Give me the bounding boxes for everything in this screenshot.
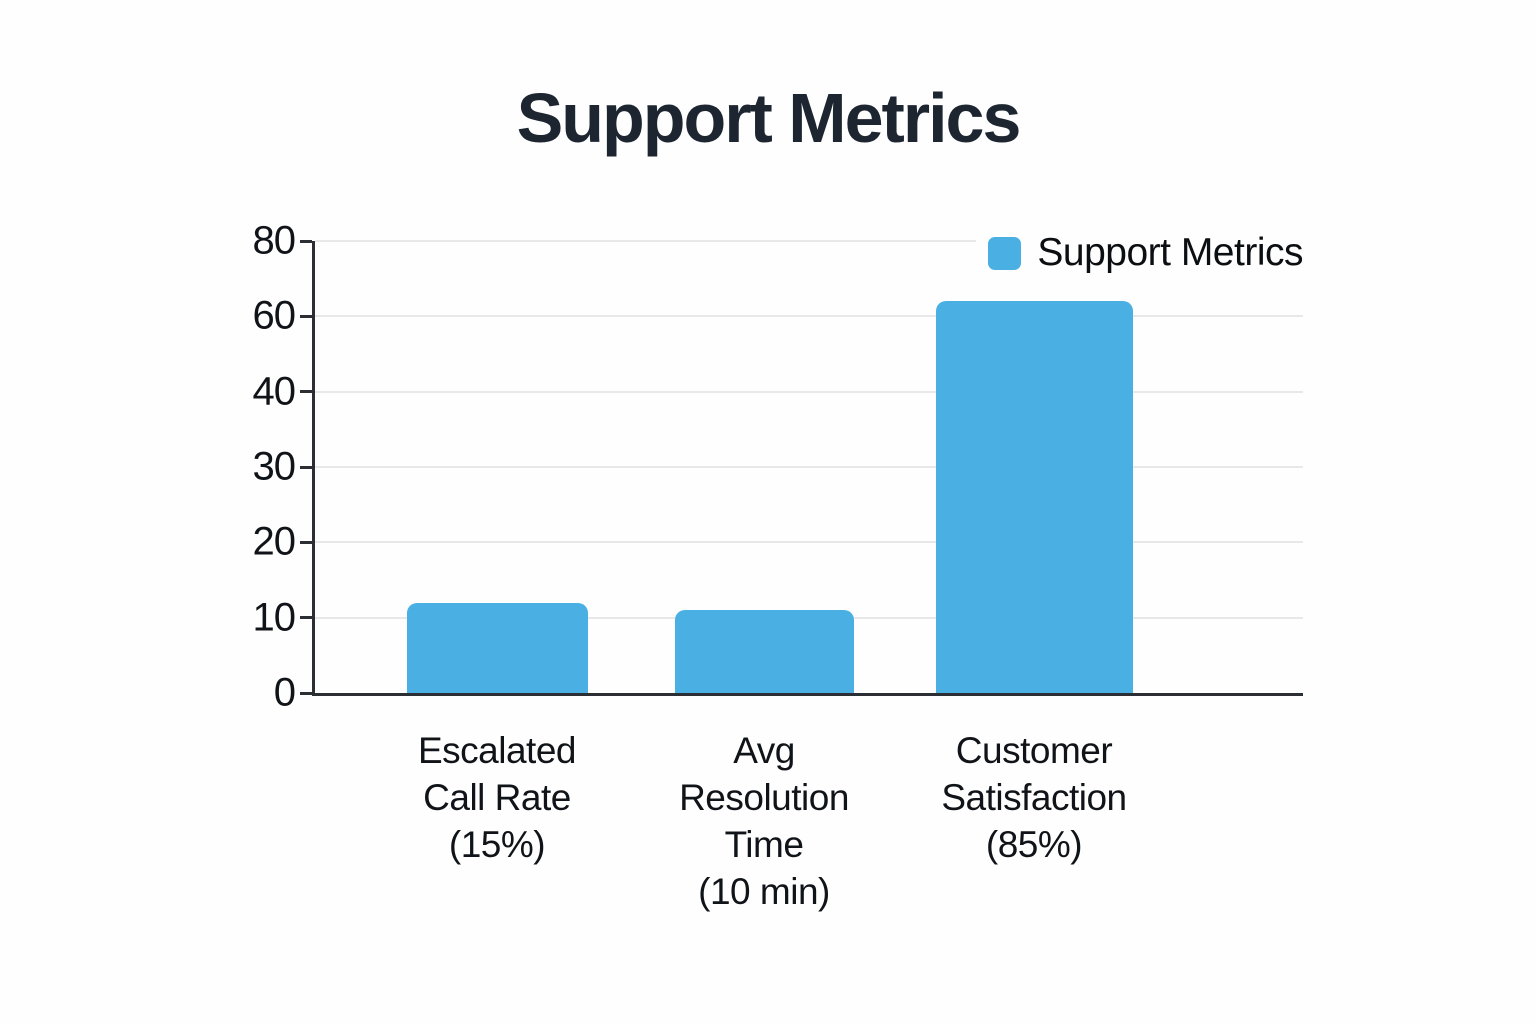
gridline <box>315 390 1303 393</box>
x-category-label-line: (10 min) <box>698 871 830 912</box>
y-tick-label: 30 <box>252 444 296 489</box>
y-tick-label: 80 <box>252 218 296 263</box>
y-tick-mark <box>300 239 312 243</box>
bar-1 <box>406 602 588 693</box>
gridline <box>315 315 1303 318</box>
y-tick-mark <box>300 616 312 620</box>
gridline <box>315 541 1303 544</box>
y-tick-mark <box>300 465 312 469</box>
y-tick-label: 20 <box>252 519 296 564</box>
x-category-label-line: Customer <box>955 730 1113 771</box>
legend: Support Metrics <box>976 229 1307 281</box>
y-tick-mark <box>300 390 312 394</box>
x-category-label-line: Escalated <box>418 730 577 771</box>
x-category-label: Avg Resolution Time (10 min) <box>679 727 849 915</box>
y-tick-label: 40 <box>252 369 296 414</box>
x-category-label-line: Time <box>724 824 804 865</box>
x-category-label: Escalated Call Rate (15%) <box>418 727 577 868</box>
y-tick-mark <box>300 691 312 695</box>
bar-2 <box>674 610 854 693</box>
gridline <box>315 466 1303 468</box>
legend-label: Support Metrics <box>1037 231 1303 274</box>
y-tick-label: 0 <box>273 670 296 715</box>
x-category-label-line: Call Rate <box>423 777 571 818</box>
chart-title: Support Metrics <box>516 79 1022 157</box>
x-category-label-line: Avg <box>733 730 795 771</box>
x-category-label-line: Satisfaction <box>941 777 1127 818</box>
y-tick-label: 10 <box>252 595 296 640</box>
x-category-label: Customer Satisfaction (85%) <box>941 727 1127 868</box>
bar-3 <box>935 301 1133 693</box>
y-tick-mark <box>300 314 312 318</box>
x-category-label-line: (15%) <box>448 824 546 865</box>
gridline <box>315 240 1303 242</box>
y-tick-mark <box>300 540 312 544</box>
x-category-label-line: (85%) <box>985 824 1083 865</box>
y-tick-label: 60 <box>252 293 296 338</box>
x-category-label-line: Resolution <box>679 777 849 818</box>
legend-swatch-icon <box>988 236 1022 270</box>
plot-area: 0 10 20 30 40 60 80 Escalated Call Rate (15%) Avg… <box>253 219 1307 912</box>
